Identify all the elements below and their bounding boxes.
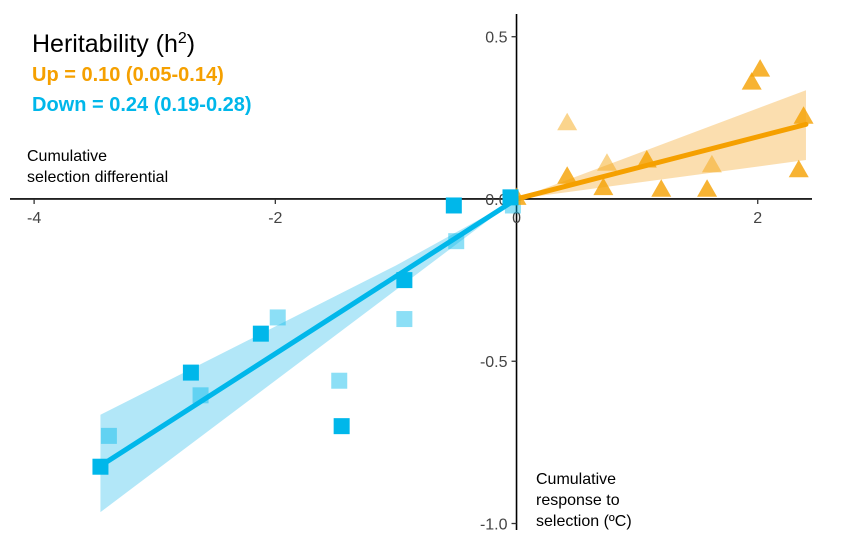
up-point xyxy=(651,179,672,197)
up-point xyxy=(697,179,718,197)
y-axis-label-line-2: response to xyxy=(536,492,620,509)
down-point xyxy=(333,418,350,435)
down-light-point xyxy=(331,372,348,389)
up-heritability-label: Up = 0.10 (0.05-0.14) xyxy=(32,64,224,86)
up-point xyxy=(750,59,771,77)
up-point xyxy=(793,106,814,124)
chart-title: Heritability (h2) xyxy=(32,30,195,58)
down-fit-line xyxy=(97,196,520,469)
down-point xyxy=(396,272,413,289)
x-tick-label: 2 xyxy=(753,210,762,227)
down-point xyxy=(182,364,199,381)
down-light-point xyxy=(192,387,209,404)
up-light-point xyxy=(557,112,578,131)
y-tick-label: 0.5 xyxy=(485,30,507,47)
up-point xyxy=(788,159,809,178)
down-light-point xyxy=(396,311,413,328)
up-confidence-band xyxy=(516,90,806,199)
y-tick-label: -0.5 xyxy=(480,354,508,371)
down-light-point xyxy=(448,233,465,250)
up-point xyxy=(741,72,762,90)
data-points xyxy=(92,59,814,475)
x-tick-label: 0 xyxy=(512,210,521,227)
down-light-point xyxy=(269,309,286,326)
y-tick-label: 0.0 xyxy=(485,192,507,209)
down-confidence-band xyxy=(100,198,517,513)
regression-lines xyxy=(97,121,809,469)
up-light-point xyxy=(701,154,722,173)
up-point xyxy=(636,150,657,168)
tick-marks: -4 -2 0 2 0.5 0.0 -0.5 -1.0 xyxy=(27,30,762,534)
up-light-point xyxy=(596,153,617,171)
y-axis-label-line-1: Cumulative xyxy=(536,471,616,488)
down-point xyxy=(252,325,269,342)
x-tick-label: -4 xyxy=(27,210,41,227)
down-point xyxy=(445,197,462,214)
down-light-point xyxy=(100,427,117,444)
x-tick-label: -2 xyxy=(268,210,282,227)
up-fit-line xyxy=(514,121,809,202)
axes xyxy=(10,14,812,530)
y-axis-label-line-3: selection (ºC) xyxy=(536,513,632,530)
down-point xyxy=(502,189,519,206)
down-heritability-label: Down = 0.24 (0.19-0.28) xyxy=(32,94,252,116)
y-tick-label: -1.0 xyxy=(480,517,508,534)
up-point xyxy=(593,177,614,196)
up-point xyxy=(557,166,578,184)
x-axis-label-line-1: Cumulative xyxy=(27,148,107,165)
confidence-bands xyxy=(100,90,806,513)
down-point xyxy=(92,458,109,475)
x-axis-label-line-2: selection differential xyxy=(27,169,168,186)
